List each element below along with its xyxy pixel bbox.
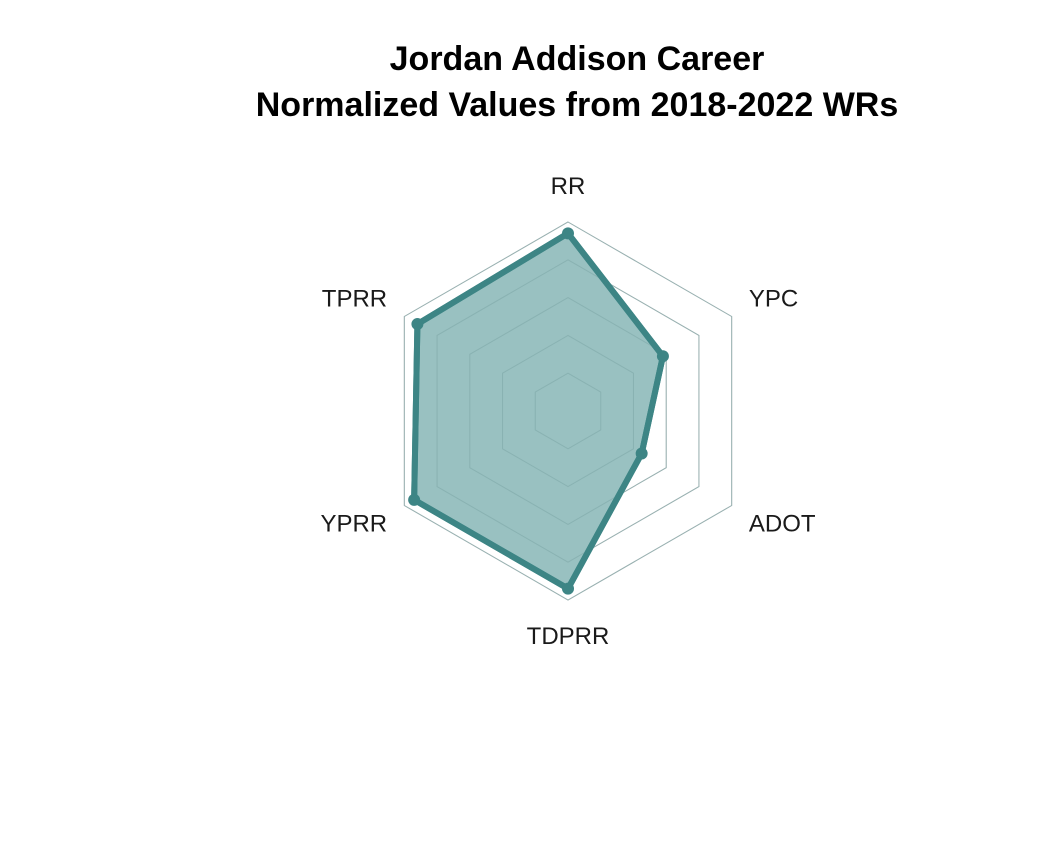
grid-ring-overlay-2 [502, 334, 634, 488]
radar-axis-labels: RR YPC ADOT TDPRR YPRR TPRR [320, 173, 815, 650]
grid-ring-overlay-1 [534, 372, 602, 450]
axis-label-ypc: YPC [749, 286, 798, 313]
axis-label-tprr: TPRR [322, 286, 387, 313]
axis-label-tdprr: TDPRR [527, 623, 610, 650]
data-point-ypc [656, 350, 669, 363]
data-point-rr [562, 227, 574, 240]
chart-title-line-2: Normalized Values from 2018-2022 WRs [255, 86, 899, 124]
data-point-tprr [411, 318, 424, 331]
radar-series [403, 221, 733, 601]
grid-ring-overlay-5 [403, 221, 733, 601]
data-point-adot [635, 447, 648, 460]
chart-title-line-1: Jordan Addison Career [389, 40, 765, 78]
chart-title: Jordan Addison Career Normalized Values … [0, 36, 1058, 128]
data-point-yprr [408, 493, 421, 506]
data-point-tdprr [562, 582, 574, 595]
axis-label-yprr: YPRR [320, 511, 387, 538]
axis-label-rr: RR [551, 173, 586, 200]
grid-ring-overlay-4 [436, 259, 700, 563]
series-area-0 [411, 230, 666, 592]
axis-label-adot: ADOT [749, 511, 816, 538]
